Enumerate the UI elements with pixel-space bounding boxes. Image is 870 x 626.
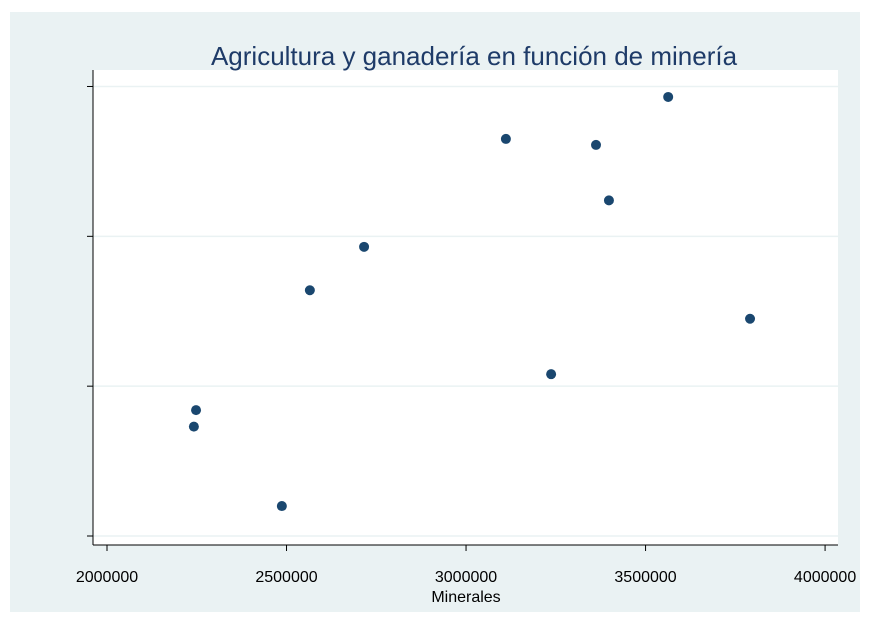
- plot-area: [93, 70, 838, 545]
- point: [188, 421, 199, 432]
- x-tick-label: 3000000: [435, 569, 497, 586]
- x-axis-label: Minerales: [431, 589, 500, 606]
- point: [304, 285, 315, 296]
- point: [359, 241, 370, 252]
- point: [745, 313, 756, 324]
- x-tick-label: 3500000: [614, 569, 676, 586]
- x-tick-label: 2000000: [76, 569, 138, 586]
- point: [276, 501, 287, 512]
- point: [663, 91, 674, 102]
- chart-title: Agricultura y ganadería en función de mi…: [211, 41, 738, 71]
- x-tick-label: 2500000: [255, 569, 317, 586]
- x-tick-label: 4000000: [794, 569, 856, 586]
- point: [591, 139, 602, 150]
- point: [500, 133, 511, 144]
- point: [603, 195, 614, 206]
- point: [191, 405, 202, 416]
- point: [546, 369, 557, 380]
